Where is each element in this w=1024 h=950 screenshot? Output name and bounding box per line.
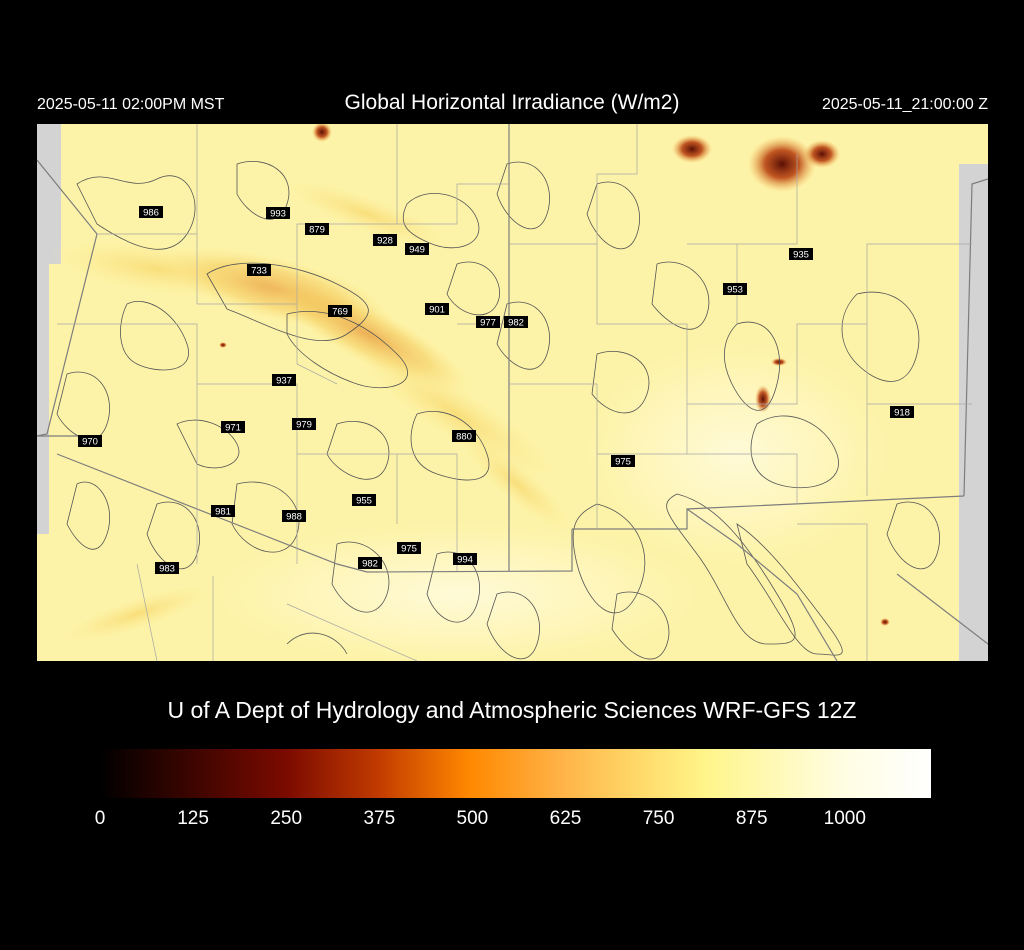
svg-text:935: 935 bbox=[793, 250, 809, 261]
bright-area-south bbox=[217, 524, 697, 661]
svg-text:994: 994 bbox=[457, 555, 473, 566]
cloud-band bbox=[48, 178, 572, 644]
nodata-strip-west bbox=[37, 124, 61, 264]
station-label: 901 bbox=[425, 303, 449, 316]
station-label: 977 bbox=[476, 316, 500, 329]
svg-text:955: 955 bbox=[356, 496, 372, 507]
station-label: 983 bbox=[155, 562, 179, 575]
nodata-strip-east bbox=[959, 164, 988, 661]
utc-time-label: 2025-05-11_21:00:00 Z bbox=[821, 96, 988, 113]
colorbar-gradient bbox=[100, 749, 931, 798]
svg-text:975: 975 bbox=[401, 544, 417, 555]
terrain-contours bbox=[56, 161, 940, 660]
svg-text:970: 970 bbox=[82, 437, 98, 448]
svg-text:986: 986 bbox=[143, 208, 159, 219]
colorbar bbox=[100, 749, 931, 798]
svg-text:928: 928 bbox=[377, 236, 393, 247]
station-label: 981 bbox=[211, 505, 235, 518]
svg-text:769: 769 bbox=[332, 307, 348, 318]
station-label: 982 bbox=[358, 557, 382, 570]
colorbar-tick-label: 875 bbox=[735, 808, 768, 829]
svg-text:979: 979 bbox=[296, 420, 312, 431]
colorbar-tick-label: 750 bbox=[642, 808, 675, 829]
svg-text:981: 981 bbox=[215, 507, 231, 518]
station-label: 955 bbox=[352, 494, 376, 507]
svg-text:977: 977 bbox=[480, 318, 496, 329]
station-label: 935 bbox=[789, 248, 813, 261]
station-label: 733 bbox=[247, 264, 271, 277]
station-label: 953 bbox=[723, 283, 747, 296]
map-title: Global Horizontal Irradiance (W/m2) bbox=[344, 91, 680, 114]
station-label: 769 bbox=[328, 305, 352, 318]
svg-text:975: 975 bbox=[615, 457, 631, 468]
station-label: 979 bbox=[292, 418, 316, 431]
svg-text:988: 988 bbox=[286, 512, 302, 523]
low-irradiance-cells bbox=[219, 124, 890, 626]
svg-text:949: 949 bbox=[409, 245, 425, 256]
colorbar-tick-label: 1000 bbox=[823, 808, 866, 829]
station-label: 879 bbox=[305, 223, 329, 236]
station-label: 975 bbox=[611, 455, 635, 468]
station-label: 988 bbox=[282, 510, 306, 523]
svg-text:983: 983 bbox=[159, 564, 175, 575]
svg-text:937: 937 bbox=[276, 376, 292, 387]
station-label: 971 bbox=[221, 421, 245, 434]
station-label: 975 bbox=[397, 542, 421, 555]
svg-text:880: 880 bbox=[456, 432, 472, 443]
svg-text:982: 982 bbox=[508, 318, 524, 329]
svg-text:993: 993 bbox=[270, 209, 286, 220]
local-time-label: 2025-05-11 02:00PM MST bbox=[37, 96, 225, 113]
colorbar-tick-label: 375 bbox=[363, 808, 396, 829]
colorbar-tick-label: 625 bbox=[549, 808, 582, 829]
state-boundaries bbox=[37, 124, 988, 661]
station-label: 993 bbox=[266, 207, 290, 220]
colorbar-ticks: 0 125 250 375 500 625 750 875 1000 bbox=[0, 808, 1024, 838]
nodata-strip-west-2 bbox=[37, 264, 49, 534]
station-label: 982 bbox=[504, 316, 528, 329]
station-label: 970 bbox=[78, 435, 102, 448]
model-credit: U of A Dept of Hydrology and Atmospheric… bbox=[167, 697, 857, 723]
irradiance-map: 986 993 879 928 949 733 769 901 977 982 … bbox=[37, 124, 988, 661]
station-labels: 986 993 879 928 949 733 769 901 977 982 … bbox=[78, 206, 914, 575]
svg-text:982: 982 bbox=[362, 559, 378, 570]
svg-text:901: 901 bbox=[429, 305, 445, 316]
station-label: 880 bbox=[452, 430, 476, 443]
station-label: 949 bbox=[405, 243, 429, 256]
station-label: 937 bbox=[272, 374, 296, 387]
svg-text:918: 918 bbox=[894, 408, 910, 419]
svg-text:879: 879 bbox=[309, 225, 325, 236]
county-boundaries bbox=[57, 124, 972, 661]
station-label: 986 bbox=[139, 206, 163, 219]
colorbar-tick-label: 250 bbox=[270, 808, 303, 829]
station-label: 994 bbox=[453, 553, 477, 566]
station-label: 918 bbox=[890, 406, 914, 419]
colorbar-tick-label: 0 bbox=[94, 808, 106, 829]
colorbar-tick-label: 125 bbox=[177, 808, 209, 829]
station-label: 928 bbox=[373, 234, 397, 247]
svg-text:733: 733 bbox=[251, 266, 267, 277]
svg-text:971: 971 bbox=[225, 423, 241, 434]
svg-text:953: 953 bbox=[727, 285, 743, 296]
colorbar-tick-label: 500 bbox=[456, 808, 489, 829]
